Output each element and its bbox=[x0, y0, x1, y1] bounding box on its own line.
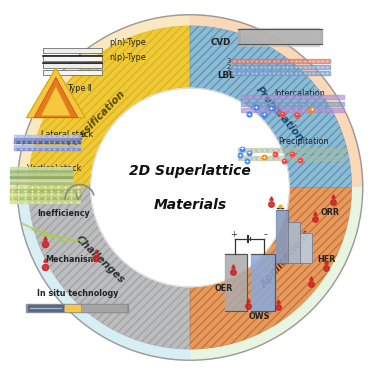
Text: ORR: ORR bbox=[320, 208, 339, 217]
Text: -: - bbox=[291, 151, 293, 156]
Text: +: + bbox=[247, 150, 251, 155]
Text: Lateral stack: Lateral stack bbox=[41, 130, 93, 139]
Text: Vertical stack: Vertical stack bbox=[27, 164, 81, 172]
Text: p(n)-Type: p(n)-Type bbox=[109, 38, 146, 47]
Text: +: + bbox=[230, 230, 237, 239]
Text: Preparation: Preparation bbox=[254, 84, 306, 144]
Text: 2: 2 bbox=[226, 64, 230, 70]
Text: Challenges: Challenges bbox=[73, 233, 127, 285]
Polygon shape bbox=[27, 68, 85, 118]
Text: Materials: Materials bbox=[154, 198, 226, 212]
Text: Type Ⅱ: Type Ⅱ bbox=[67, 84, 92, 93]
Text: Applications: Applications bbox=[258, 228, 312, 290]
Polygon shape bbox=[17, 188, 190, 360]
Text: HER: HER bbox=[317, 255, 335, 264]
Text: +: + bbox=[309, 107, 314, 112]
Text: +: + bbox=[245, 159, 249, 164]
Text: +: + bbox=[237, 153, 242, 158]
Polygon shape bbox=[190, 15, 363, 188]
Polygon shape bbox=[34, 77, 78, 118]
Polygon shape bbox=[17, 15, 190, 188]
Text: 3: 3 bbox=[226, 58, 230, 64]
Polygon shape bbox=[190, 26, 352, 188]
Text: -: - bbox=[281, 111, 283, 117]
Polygon shape bbox=[28, 26, 190, 188]
Text: Classification: Classification bbox=[66, 88, 127, 151]
Text: Inefficiency: Inefficiency bbox=[37, 209, 90, 218]
Text: +: + bbox=[269, 106, 273, 111]
Text: +: + bbox=[261, 112, 266, 117]
Polygon shape bbox=[190, 188, 352, 349]
Text: +: + bbox=[240, 146, 244, 152]
Text: +: + bbox=[247, 111, 251, 117]
Text: -: - bbox=[299, 158, 301, 163]
Text: 1: 1 bbox=[226, 70, 230, 76]
Text: Mechanism: Mechanism bbox=[45, 255, 96, 264]
Text: Intercalation: Intercalation bbox=[274, 89, 325, 98]
Polygon shape bbox=[41, 87, 71, 116]
Text: n(p)-Type: n(p)-Type bbox=[109, 53, 146, 62]
Text: -: - bbox=[283, 158, 285, 163]
Text: -: - bbox=[296, 112, 298, 117]
Circle shape bbox=[17, 15, 363, 360]
Text: +: + bbox=[261, 155, 266, 160]
Text: 2D Superlattice: 2D Superlattice bbox=[129, 164, 251, 178]
Text: LBL: LBL bbox=[218, 71, 235, 80]
Circle shape bbox=[91, 88, 289, 287]
Polygon shape bbox=[28, 188, 190, 349]
Text: CVD: CVD bbox=[210, 38, 231, 47]
Text: -: - bbox=[273, 152, 276, 157]
Text: In situ technology: In situ technology bbox=[37, 289, 119, 298]
Text: Precipitation: Precipitation bbox=[278, 137, 329, 146]
Polygon shape bbox=[190, 188, 363, 360]
Text: OWS: OWS bbox=[249, 312, 271, 321]
Text: +: + bbox=[254, 105, 258, 110]
Text: -: - bbox=[264, 230, 268, 240]
Text: OER: OER bbox=[215, 284, 233, 293]
